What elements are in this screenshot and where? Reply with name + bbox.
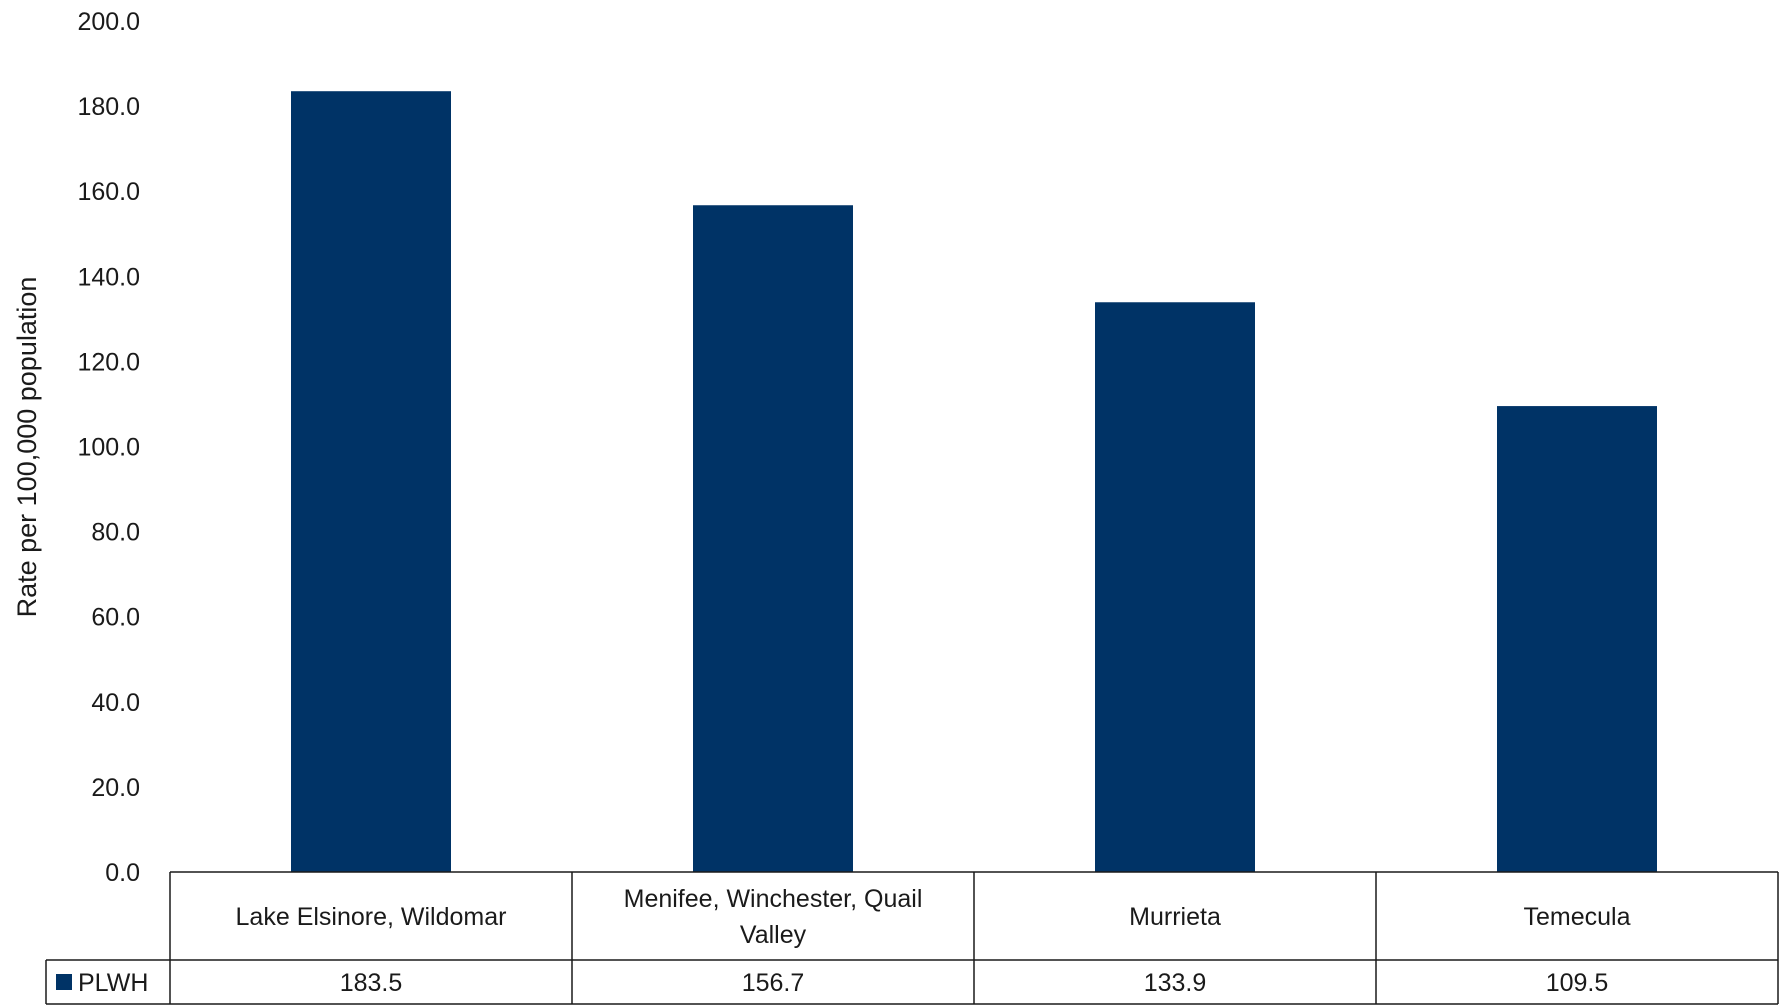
value-label: 183.5 (340, 969, 403, 997)
category-label: Lake Elsinore, Wildomar (236, 903, 507, 931)
bar (1497, 406, 1657, 872)
y-axis-ticks: 0.0 20.0 40.0 60.0 80.0 100.0 120.0 140.0 160.0 1… (77, 8, 140, 887)
y-tick-label: 140.0 (77, 263, 140, 291)
y-tick-label: 160.0 (77, 178, 140, 206)
value-label: 133.9 (1144, 969, 1207, 997)
y-tick-label: 20.0 (91, 774, 140, 802)
bar (693, 205, 853, 872)
category-label: Menifee, Winchester, Quail Valley (624, 885, 923, 949)
y-tick-label: 80.0 (91, 519, 140, 547)
bar (1095, 302, 1255, 872)
y-tick-label: 120.0 (77, 348, 140, 376)
y-tick-label: 200.0 (77, 8, 140, 36)
legend-swatch (56, 974, 72, 990)
category-label: Murrieta (1129, 903, 1221, 931)
y-tick-label: 60.0 (91, 604, 140, 632)
y-tick-label: 0.0 (105, 859, 140, 887)
legend-label: PLWH (78, 969, 148, 997)
value-label: 109.5 (1546, 969, 1609, 997)
y-axis-label: Rate per 100,000 population (12, 277, 42, 618)
data-table: Lake Elsinore, Wildomar Menifee, Winchest… (45, 871, 1779, 1005)
category-label: Temecula (1524, 903, 1631, 931)
bar (291, 91, 451, 872)
y-tick-label: 100.0 (77, 434, 140, 462)
y-tick-label: 40.0 (91, 689, 140, 717)
y-tick-label: 180.0 (77, 93, 140, 121)
bars (291, 91, 1657, 872)
value-label: 156.7 (742, 969, 805, 997)
